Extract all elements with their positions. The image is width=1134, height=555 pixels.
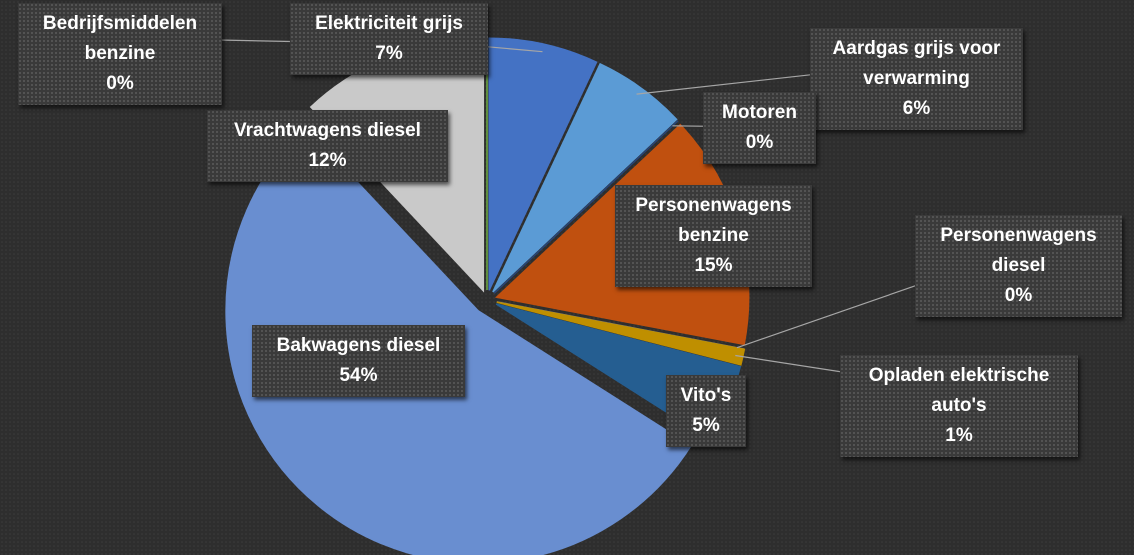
category-name: Bedrijfsmiddelen benzine bbox=[42, 13, 198, 64]
value-label: 0% bbox=[1004, 285, 1033, 306]
category-name: Motoren bbox=[722, 102, 797, 123]
value-label: 1% bbox=[945, 425, 973, 446]
pie-slice bbox=[493, 120, 679, 294]
data-label: Personenwagens diesel 0% bbox=[915, 215, 1122, 317]
value-label: 0% bbox=[745, 132, 774, 153]
category-name: Personenwagens benzine bbox=[635, 195, 792, 246]
data-label: Motoren 0% bbox=[703, 92, 816, 164]
data-label: Aardgas grijs voor verwarming 6% bbox=[810, 28, 1023, 130]
value-label: 15% bbox=[694, 255, 733, 276]
value-label: 12% bbox=[308, 150, 347, 171]
category-name: Vrachtwagens diesel bbox=[234, 120, 421, 141]
data-label: Elektriciteit grijs 7% bbox=[290, 3, 488, 75]
value-label: 5% bbox=[692, 415, 720, 436]
category-name: Aardgas grijs voor verwarming bbox=[832, 38, 1001, 89]
category-name: Opladen elektrische auto's bbox=[868, 365, 1050, 416]
value-label: 0% bbox=[106, 73, 134, 94]
value-label: 54% bbox=[339, 365, 378, 386]
data-label: Opladen elektrische auto's 1% bbox=[840, 355, 1078, 457]
value-label: 6% bbox=[902, 98, 931, 119]
category-name: Vito's bbox=[680, 385, 732, 406]
data-label: Bakwagens diesel 54% bbox=[252, 325, 465, 397]
pie-slice bbox=[488, 37, 598, 291]
data-label: Vito's 5% bbox=[666, 375, 746, 447]
category-name: Bakwagens diesel bbox=[276, 335, 441, 356]
category-name: Elektriciteit grijs bbox=[315, 13, 463, 34]
data-label: Personenwagens benzine 15% bbox=[615, 185, 812, 287]
data-label: Vrachtwagens diesel 12% bbox=[207, 110, 448, 182]
data-label: Bedrijfsmiddelen benzine 0% bbox=[18, 3, 222, 105]
value-label: 7% bbox=[375, 43, 403, 64]
category-name: Personenwagens diesel bbox=[940, 225, 1097, 276]
pie-slice bbox=[492, 62, 678, 293]
